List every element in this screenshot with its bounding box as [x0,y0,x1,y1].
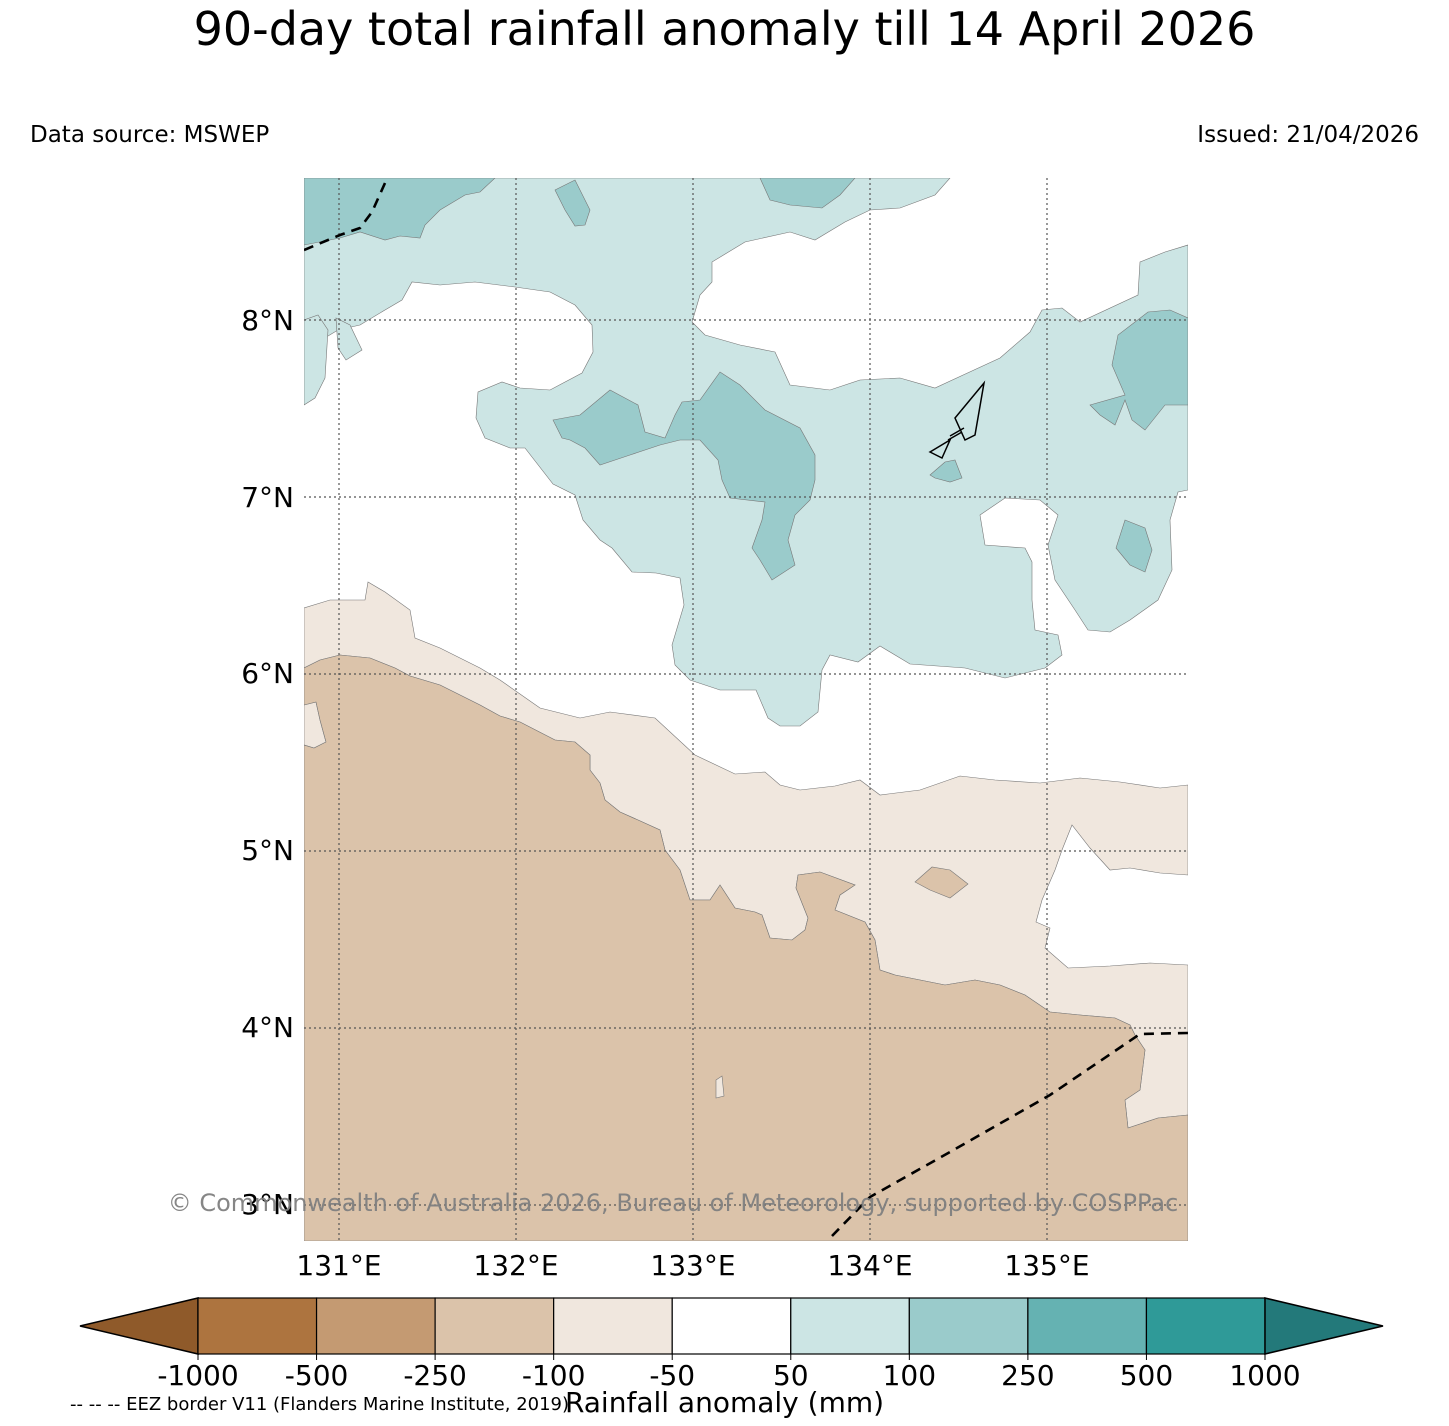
colorbar-extend-high [1264,1297,1384,1355]
colorbar-tick-label: -1000 [157,1359,238,1392]
lon-label-132e: 132°E [473,1249,558,1282]
anomaly-100-250-n1 [554,179,591,227]
eez-border-south [831,1031,1188,1237]
colorbar-segment [908,1297,1029,1355]
colorbar-tick-label: -100 [522,1359,586,1392]
island-outline-2 [928,427,965,460]
map-panel [304,178,1188,1241]
anomaly-100-250-nw [304,178,496,246]
colorbar-tick-label: 100 [883,1359,936,1392]
colorbar-ticks: -1000 -500 -250 -100 -50 50 100 250 500 1000 [157,1354,1301,1392]
anomaly-50-100-west-2 [335,317,363,361]
colorbar-tick-label: -50 [649,1359,695,1392]
colorbar-tick-label: -500 [285,1359,349,1392]
lon-label-134e: 134°E [827,1249,912,1282]
anomaly-50-100-west [304,314,329,406]
colorbar-segment [671,1297,792,1355]
anomaly-100-250-c1 [552,371,816,581]
colorbar-tick-label: -250 [403,1359,467,1392]
eez-legend-note: -- -- -- EEZ border V11 (Flanders Marine… [70,1394,570,1415]
lat-label-4n: 4°N [241,1011,294,1044]
lon-label-131e: 131°E [296,1249,381,1282]
lat-label-7n: 7°N [241,481,294,514]
colorbar-tick-label: 50 [773,1359,809,1392]
island-outline [954,380,986,442]
map-title: 90-day total rainfall anomaly till 14 Ap… [193,2,1256,56]
colorbar-tick-label: 1000 [1229,1359,1300,1392]
lat-label-8n: 8°N [241,304,294,337]
lon-label-133e: 133°E [650,1249,735,1282]
lon-label-135e: 135°E [1004,1249,1089,1282]
colorbar-segment [790,1297,910,1355]
data-source: Data source: MSWEP [30,122,270,148]
anomaly-minus-250-patch [914,866,969,899]
colorbar-tick-label: 500 [1120,1359,1173,1392]
eez-border-north [304,182,387,252]
colorbar-title: Rainfall anomaly (mm) [564,1386,885,1419]
colorbar-segment [1027,1297,1148,1355]
copyright-text: © Commonwealth of Australia 2026, Bureau… [168,1189,1179,1217]
colorbar [79,1297,1384,1355]
lat-label-5n: 5°N [241,834,294,867]
anomaly-100-250-islet [929,459,963,483]
anomaly-100-250-e [1115,519,1153,573]
colorbar-segment [434,1297,555,1355]
lat-label-6n: 6°N [241,657,294,690]
colorbar-tick-label: 250 [1001,1359,1054,1392]
colorbar-segment [315,1297,436,1355]
anomaly-100-250-ne [1089,309,1188,431]
colorbar-segment [553,1297,673,1355]
anomaly-minus-100-islet [715,1075,725,1099]
colorbar-segment [1145,1297,1266,1355]
colorbar-extend-low [79,1297,199,1355]
lat-label-3n: 3°N [241,1188,294,1221]
issued-date: Issued: 21/04/2026 [1197,122,1419,148]
anomaly-minus-250-minus-100 [304,654,1188,1241]
gridlines [304,178,1188,1241]
colorbar-segment [197,1297,318,1355]
anomaly-100-250-n2 [759,178,856,209]
